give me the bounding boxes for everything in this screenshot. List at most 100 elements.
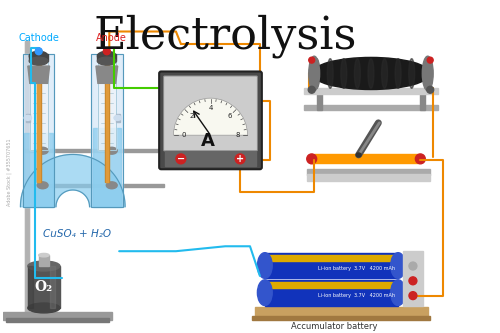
Text: 6: 6	[228, 113, 232, 119]
Text: 2: 2	[189, 113, 194, 119]
Ellipse shape	[368, 59, 374, 88]
Bar	[38, 255, 49, 266]
Bar	[6, 318, 110, 322]
Text: O₂: O₂	[35, 280, 53, 294]
Ellipse shape	[30, 57, 48, 65]
Bar	[26, 149, 164, 153]
Ellipse shape	[354, 59, 360, 88]
Ellipse shape	[312, 57, 430, 90]
Ellipse shape	[98, 57, 116, 65]
Ellipse shape	[30, 51, 48, 61]
Bar	[92, 128, 121, 207]
Bar	[26, 41, 29, 313]
Bar	[316, 93, 322, 111]
Bar	[304, 105, 438, 111]
Text: +: +	[236, 154, 244, 164]
Bar	[23, 54, 54, 207]
Ellipse shape	[341, 59, 347, 88]
Bar	[403, 251, 423, 305]
Circle shape	[308, 86, 315, 93]
Ellipse shape	[106, 147, 117, 154]
Bar	[24, 133, 53, 207]
Circle shape	[308, 57, 314, 63]
Bar	[26, 183, 164, 187]
Ellipse shape	[390, 280, 406, 305]
Circle shape	[409, 292, 417, 300]
Bar	[265, 282, 398, 288]
Polygon shape	[20, 155, 125, 207]
Ellipse shape	[314, 59, 320, 88]
Bar	[91, 54, 122, 207]
Polygon shape	[28, 66, 50, 83]
Bar	[265, 280, 398, 305]
Bar	[307, 174, 430, 181]
Ellipse shape	[328, 59, 333, 88]
Bar	[24, 54, 54, 207]
FancyBboxPatch shape	[164, 76, 258, 151]
Text: CuSO₄ + H₂O: CuSO₄ + H₂O	[43, 229, 111, 239]
Circle shape	[416, 154, 426, 164]
Bar	[304, 88, 438, 94]
Bar	[420, 93, 426, 111]
Bar	[28, 266, 60, 308]
Text: Cathode: Cathode	[18, 33, 59, 43]
Polygon shape	[96, 66, 118, 83]
Bar	[116, 114, 119, 122]
Wedge shape	[174, 98, 248, 135]
Ellipse shape	[98, 51, 116, 61]
Bar	[28, 266, 33, 308]
Ellipse shape	[390, 253, 406, 278]
Bar	[105, 59, 109, 182]
Bar	[98, 61, 116, 150]
Bar	[164, 152, 256, 166]
Ellipse shape	[408, 59, 414, 88]
Ellipse shape	[38, 253, 49, 257]
Circle shape	[104, 48, 110, 55]
Bar	[38, 59, 40, 182]
Circle shape	[409, 277, 417, 285]
Bar	[255, 307, 428, 318]
Ellipse shape	[395, 59, 401, 88]
Circle shape	[426, 86, 434, 93]
Text: Accumulator battery: Accumulator battery	[290, 322, 377, 331]
Bar	[23, 54, 54, 207]
Text: Electrolysis: Electrolysis	[94, 14, 357, 58]
Bar	[30, 61, 48, 150]
Ellipse shape	[356, 153, 361, 157]
Ellipse shape	[28, 303, 60, 313]
Circle shape	[307, 154, 316, 164]
Text: −: −	[177, 154, 185, 164]
Circle shape	[35, 48, 42, 55]
Ellipse shape	[106, 182, 117, 189]
Text: Li-ion battery  3.7V   4200 mAh: Li-ion battery 3.7V 4200 mAh	[318, 266, 394, 271]
Bar	[25, 41, 29, 313]
Ellipse shape	[37, 182, 48, 189]
Bar	[3, 312, 112, 320]
Circle shape	[427, 57, 433, 63]
Bar	[91, 54, 122, 207]
Text: Anode: Anode	[96, 33, 127, 43]
Text: 4: 4	[208, 105, 212, 111]
Ellipse shape	[422, 56, 433, 91]
Ellipse shape	[28, 261, 60, 271]
Ellipse shape	[258, 253, 272, 278]
Bar	[265, 255, 398, 261]
Bar	[106, 59, 108, 182]
Ellipse shape	[114, 116, 122, 120]
Text: Li-ion battery  3.7V   4200 mAh: Li-ion battery 3.7V 4200 mAh	[318, 293, 394, 298]
Bar	[26, 114, 30, 122]
FancyBboxPatch shape	[159, 72, 262, 169]
Ellipse shape	[24, 116, 32, 120]
Circle shape	[409, 262, 417, 270]
Ellipse shape	[258, 280, 272, 305]
Circle shape	[235, 154, 245, 164]
Text: Adobe Stock | #355707651: Adobe Stock | #355707651	[6, 139, 12, 206]
Bar	[98, 54, 116, 61]
Ellipse shape	[308, 56, 320, 91]
Bar	[30, 61, 48, 150]
Bar	[314, 155, 418, 163]
Bar	[98, 61, 116, 150]
Circle shape	[176, 154, 186, 164]
Ellipse shape	[382, 59, 388, 88]
Text: 0: 0	[181, 132, 186, 138]
